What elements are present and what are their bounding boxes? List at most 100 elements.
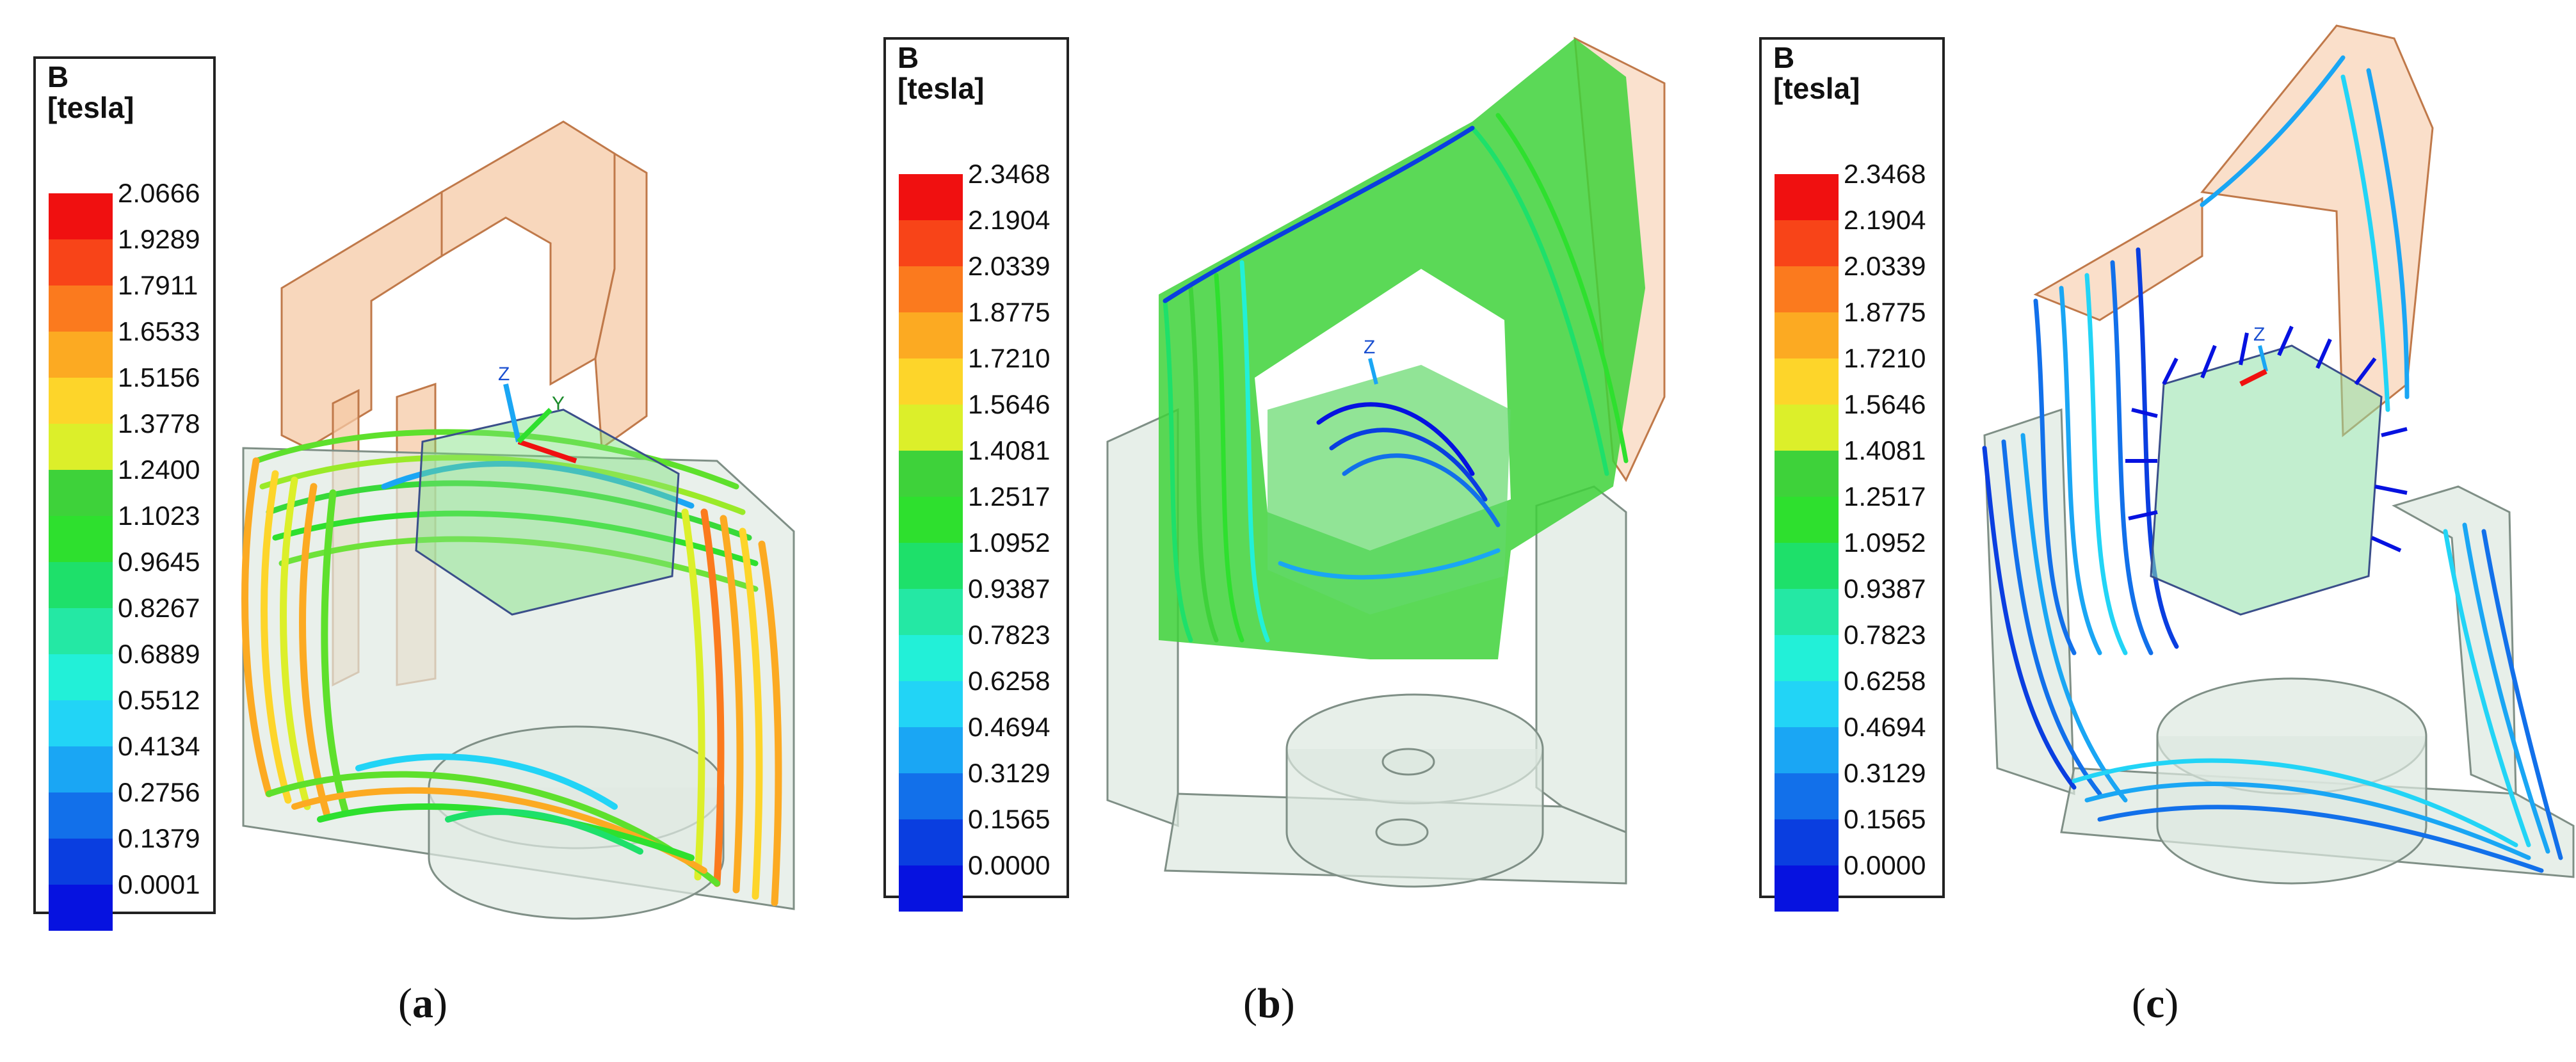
colorbar-band [899,773,963,819]
colorbar-tick-label: 2.1904 [1844,205,1926,235]
colorbar-tick-label: 0.4694 [1844,712,1926,742]
streamlines-top-a [253,429,759,592]
colorbar-band [49,654,113,700]
colorbar-tick-label: 0.8267 [118,593,200,623]
legend-b: B [tesla] 2.3468 2.1904 2.0339 1.8775 1.7210… [883,37,1069,912]
colorbar-tick-label: 0.6889 [118,639,200,669]
colorbar-band [49,424,113,470]
colorbar-tick-label: 0.1565 [1844,804,1926,834]
legend-title-c: B [1773,41,1795,74]
colorbar-band [899,543,963,589]
caption-c: (c) [2132,980,2179,1027]
axis-triad-c: Z [2239,324,2268,387]
axis-triad-b: Z [1364,337,1378,385]
colorbar-tick-label: 1.7210 [968,343,1051,373]
colorbar-band [899,681,963,727]
colorbar-tick-label: 0.6258 [1844,666,1926,696]
colorbar-tick-label: 0.9387 [1844,574,1926,604]
colorbar-tick-label: 0.2756 [118,777,200,807]
colorbar-band [1775,865,1839,912]
legend-unit-b: [tesla] [898,72,985,105]
colorbar-band [49,562,113,608]
center-block-c [2125,325,2408,616]
colorbar-tick-label: 1.7911 [118,270,198,300]
colorbar-tick-label: 1.5156 [118,362,200,392]
colorbar-band [899,451,963,497]
colorbar-band [49,378,113,424]
colorbar-tick-label: 1.0952 [1844,527,1926,558]
colorbar-tick-label: 1.2517 [1844,481,1926,511]
center-block-a [415,408,680,616]
colorbar-tick-label: 0.9387 [968,574,1051,604]
axis-triad-a: Z Y [498,364,577,463]
colorbar-band [899,174,963,220]
lower-frame-b [1106,408,1627,888]
colorbar-tick-label: 2.0666 [118,178,200,208]
legend-unit-a: [tesla] [47,91,134,124]
colorbar-tick-label: 0.0001 [118,869,200,899]
colorbar-band [1775,589,1839,635]
panel-b: Z B [tesla] 2.3468 2.1904 2.0339 1.8775 1.72… [858,0,1716,1062]
colorbar-band [49,239,113,286]
colorbar-tick-label: 1.2400 [118,455,200,485]
colorbar-band [899,266,963,312]
colorbar-tick-label: 1.2517 [968,481,1051,511]
streamlines-right-leg-a [681,508,782,906]
colorbar-band [899,220,963,266]
colorbar-band [1775,174,1839,220]
caption-b: (b) [1243,980,1295,1027]
colorbar-band [899,819,963,865]
colorbar-band [899,312,963,358]
colorbar-tick-label: 0.1379 [118,823,200,853]
caption-a: (a) [398,980,447,1027]
colorbar-band [899,358,963,405]
streamlines-b [1163,113,1629,643]
colorbar-tick-label: 0.0000 [968,850,1051,880]
legend-title-b: B [898,41,919,74]
colorbar-band [49,516,113,562]
colorbar-band [49,839,113,885]
colorbar-tick-label: 1.7210 [1844,343,1926,373]
colorbar-band [1775,681,1839,727]
colorbar-band [49,792,113,839]
colorbar-band [1775,220,1839,266]
colorbar-band [1775,497,1839,543]
colorbar-band [49,608,113,654]
streamlines-bottom-a [266,753,720,887]
colorbar-tick-label: 1.4081 [1844,435,1926,465]
colorbar-band [899,865,963,912]
colorbar-tick-label: 0.6258 [968,666,1051,696]
colorbar-tick-label: 1.8775 [968,297,1051,327]
upper-yoke-c [2033,24,2434,438]
colorbar-tick-label: 1.9289 [118,224,200,254]
colorbar-tick-label: 1.1023 [118,501,200,531]
flux-scene-a: Z Y [241,120,795,920]
colorbar-band [49,885,113,931]
colorbar-tick-label: 2.1904 [968,205,1051,235]
legend-c: B [tesla] 2.3468 2.1904 2.0339 1.8775 1.7210… [1759,37,1945,912]
flux-frame-b [1159,38,1645,659]
colorbar-tick-label: 0.4134 [118,731,200,761]
colorbar-tick-label: 1.0952 [968,527,1051,558]
axis-label-y-a: Y [552,393,565,414]
colorbar-band [899,635,963,681]
colorbar-band [49,470,113,516]
colorbar-band [1775,727,1839,773]
colorbar-tick-label: 1.4081 [968,435,1051,465]
colorbar-tick-label: 0.7823 [968,620,1051,650]
colorbar-tick-label: 1.3778 [118,408,200,438]
colorbar-tick-label: 2.3468 [1844,159,1926,189]
colorbar-tick-label: 2.0339 [1844,251,1926,281]
colorbar-band [49,193,113,239]
flux-scene-b: Z [1106,36,1666,888]
axis-label-z-a: Z [498,364,510,385]
panel-c: Z B [tesla] 2.3468 2.1904 2.0339 1.8775 1.72… [1716,0,2576,1062]
colorbar-band [1775,543,1839,589]
colorbar-band [49,700,113,746]
colorbar-tick-label: 1.6533 [118,316,200,346]
colorbar-band [1775,635,1839,681]
legend-unit-c: [tesla] [1773,72,1860,105]
axis-label-z-b: Z [1364,337,1375,358]
colorbar-band [1775,358,1839,405]
colorbar-band [1775,773,1839,819]
